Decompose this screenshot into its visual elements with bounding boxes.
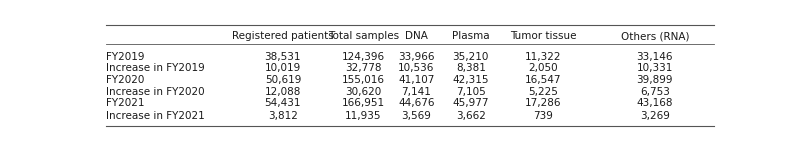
Text: 124,396: 124,396 — [342, 52, 385, 62]
Text: 32,778: 32,778 — [346, 63, 382, 73]
Text: 739: 739 — [534, 111, 554, 121]
Text: 54,431: 54,431 — [265, 98, 301, 108]
Text: 16,547: 16,547 — [525, 75, 562, 85]
Text: 2,050: 2,050 — [529, 63, 558, 73]
Text: 8,381: 8,381 — [456, 63, 486, 73]
Text: 155,016: 155,016 — [342, 75, 385, 85]
Text: 35,210: 35,210 — [453, 52, 489, 62]
Text: FY2021: FY2021 — [106, 98, 145, 108]
Text: Total samples: Total samples — [328, 31, 399, 41]
Text: 166,951: 166,951 — [342, 98, 385, 108]
Text: FY2020: FY2020 — [106, 75, 145, 85]
Text: 44,676: 44,676 — [398, 98, 434, 108]
Text: Increase in FY2019: Increase in FY2019 — [106, 63, 205, 73]
Text: 43,168: 43,168 — [637, 98, 673, 108]
Text: Others (RNA): Others (RNA) — [621, 31, 689, 41]
Text: 6,753: 6,753 — [640, 87, 670, 97]
Text: 42,315: 42,315 — [453, 75, 489, 85]
Text: 12,088: 12,088 — [265, 87, 301, 97]
Text: FY2019: FY2019 — [106, 52, 145, 62]
Text: 33,966: 33,966 — [398, 52, 434, 62]
Text: 3,269: 3,269 — [640, 111, 670, 121]
Text: 33,146: 33,146 — [637, 52, 673, 62]
Text: Increase in FY2021: Increase in FY2021 — [106, 111, 205, 121]
Text: 11,322: 11,322 — [525, 52, 562, 62]
Text: 3,662: 3,662 — [456, 111, 486, 121]
Text: 41,107: 41,107 — [398, 75, 434, 85]
Text: 7,141: 7,141 — [402, 87, 431, 97]
Text: 5,225: 5,225 — [528, 87, 558, 97]
Text: 3,812: 3,812 — [268, 111, 298, 121]
Text: DNA: DNA — [405, 31, 428, 41]
Text: Registered patients: Registered patients — [232, 31, 334, 41]
Text: 17,286: 17,286 — [525, 98, 562, 108]
Text: 39,899: 39,899 — [637, 75, 673, 85]
Text: 50,619: 50,619 — [265, 75, 301, 85]
Text: 10,536: 10,536 — [398, 63, 434, 73]
Text: 11,935: 11,935 — [346, 111, 382, 121]
Text: 10,019: 10,019 — [265, 63, 301, 73]
Text: Plasma: Plasma — [452, 31, 490, 41]
Text: 3,569: 3,569 — [402, 111, 431, 121]
Text: 10,331: 10,331 — [637, 63, 673, 73]
Text: 38,531: 38,531 — [265, 52, 301, 62]
Text: Increase in FY2020: Increase in FY2020 — [106, 87, 205, 97]
Text: 45,977: 45,977 — [453, 98, 489, 108]
Text: 30,620: 30,620 — [346, 87, 382, 97]
Text: 7,105: 7,105 — [456, 87, 486, 97]
Text: Tumor tissue: Tumor tissue — [510, 31, 577, 41]
